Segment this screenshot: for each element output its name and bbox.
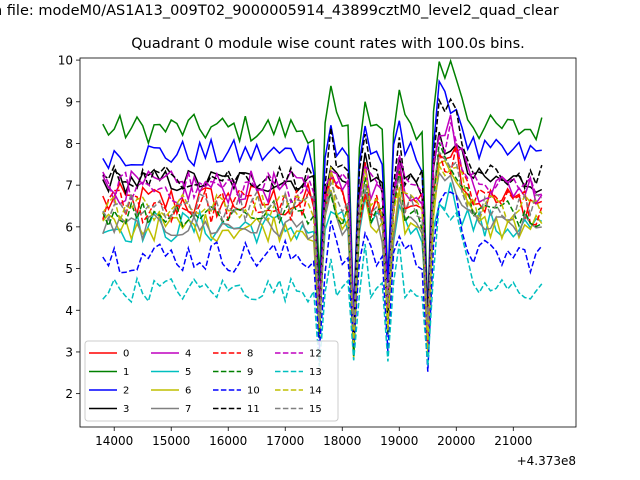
- legend-label-2: 2: [123, 386, 129, 397]
- series-line-2: [102, 78, 542, 315]
- chart-title: Quadrant 0 module wise count rates with …: [131, 36, 525, 52]
- figure-suptitle: n file: modeM0/AS1A13_009T02_9000005914_…: [0, 3, 559, 19]
- x-tick-label: 20000: [437, 434, 475, 448]
- x-tick-label: 17000: [266, 434, 304, 448]
- x-tick-label: 18000: [323, 434, 361, 448]
- y-tick-label: 5: [65, 262, 73, 276]
- y-tick-label: 3: [65, 345, 73, 359]
- legend-label-1: 1: [123, 367, 129, 378]
- legend-label-3: 3: [123, 404, 129, 415]
- legend-label-6: 6: [185, 386, 191, 397]
- x-tick-label: 19000: [380, 434, 418, 448]
- legend-label-10: 10: [247, 386, 260, 397]
- legend-label-15: 15: [309, 404, 322, 415]
- x-tick-label: 16000: [209, 434, 247, 448]
- legend-label-11: 11: [247, 404, 260, 415]
- y-tick-label: 8: [65, 137, 73, 151]
- series-line-10: [102, 191, 543, 372]
- series-line-15: [102, 150, 543, 328]
- series-line-14: [102, 163, 543, 344]
- y-tick-label: 6: [65, 220, 73, 234]
- legend-label-13: 13: [309, 367, 322, 378]
- y-tick-label: 2: [65, 387, 73, 401]
- legend-label-12: 12: [309, 349, 322, 360]
- x-tick-label: 15000: [152, 434, 190, 448]
- y-tick-label: 4: [65, 304, 73, 318]
- x-tick-label: 21000: [494, 434, 532, 448]
- y-tick-label: 9: [65, 95, 73, 109]
- plot-frame: [79, 57, 577, 428]
- x-offset-label: +4.373e8: [517, 454, 576, 468]
- series-line-13: [102, 201, 543, 367]
- x-tick-label: 14000: [95, 434, 133, 448]
- series-lines: [102, 58, 543, 372]
- y-tick-label: 7: [65, 179, 73, 193]
- series-line-12: [102, 122, 542, 336]
- legend-label-0: 0: [123, 349, 129, 360]
- legend-label-8: 8: [247, 349, 253, 360]
- series-line-1: [102, 58, 543, 317]
- legend-label-4: 4: [185, 349, 191, 360]
- legend-box: [84, 340, 339, 422]
- y-tick-label: 10: [58, 54, 73, 68]
- legend-label-7: 7: [185, 404, 191, 415]
- legend-label-14: 14: [309, 386, 322, 397]
- legend-label-5: 5: [185, 367, 191, 378]
- legend-label-9: 9: [247, 367, 253, 378]
